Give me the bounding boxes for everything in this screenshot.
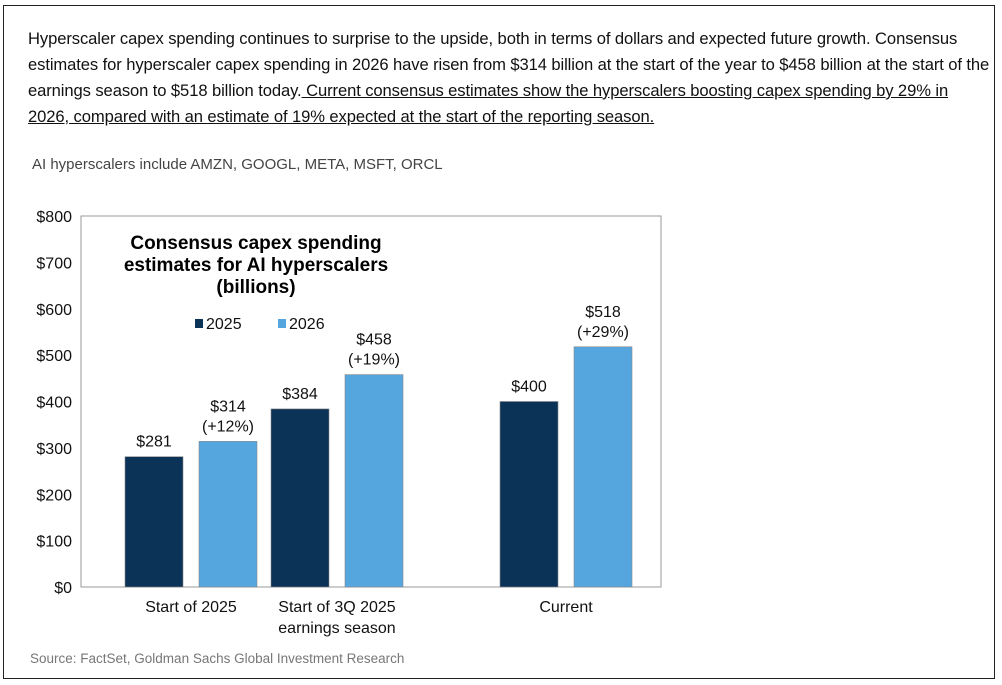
bar-2026 [198,441,258,588]
y-tick-label: $800 [36,209,72,226]
legend-label: 2026 [289,316,325,333]
x-tick-label: Start of 2025 [145,599,237,616]
y-tick-label: $100 [36,534,72,551]
bar-2026 [573,346,633,588]
intro-text: Hyperscaler capex spending continues to … [28,29,990,100]
data-label: (+12%) [202,418,254,435]
y-tick-label: $500 [36,348,72,365]
data-label: $458 [356,332,392,349]
bar-2025 [499,401,559,588]
article-frame [3,5,995,679]
intro-paragraph: Hyperscaler capex spending continues to … [28,26,993,130]
chart-subtitle: AI hyperscalers include AMZN, GOOGL, MET… [32,156,443,173]
data-label: $384 [282,386,318,403]
data-label: $314 [210,398,246,415]
y-tick-label: $300 [36,441,72,458]
y-tick-label: $200 [36,487,72,504]
chart-title: estimates for AI hyperscalers [124,255,388,276]
y-tick-label: $700 [36,255,72,272]
source-note: Source: FactSet, Goldman Sachs Global In… [30,651,405,666]
intro-underlined-text: Current consensus estimates show the hyp… [28,81,949,126]
y-tick-label: $400 [36,395,72,412]
legend-swatch-2025 [195,319,203,328]
chart-title: Consensus capex spending [130,233,381,254]
y-tick-label: $0 [54,580,72,597]
bar-2025 [124,456,184,588]
y-tick-label: $600 [36,302,72,319]
data-label: $518 [585,304,621,321]
bar-2026 [344,374,404,588]
x-tick-label: earnings season [278,620,395,637]
bar-2025 [270,408,330,588]
data-label: $281 [136,434,172,451]
data-label: $400 [511,379,547,396]
data-label: (+19%) [348,352,400,369]
chart-title: (billions) [216,277,295,298]
legend-swatch-2026 [278,319,286,328]
x-tick-label: Current [539,599,593,616]
x-tick-label: Start of 3Q 2025 [278,599,396,616]
legend-label: 2025 [206,316,242,333]
data-label: (+29%) [577,324,629,341]
